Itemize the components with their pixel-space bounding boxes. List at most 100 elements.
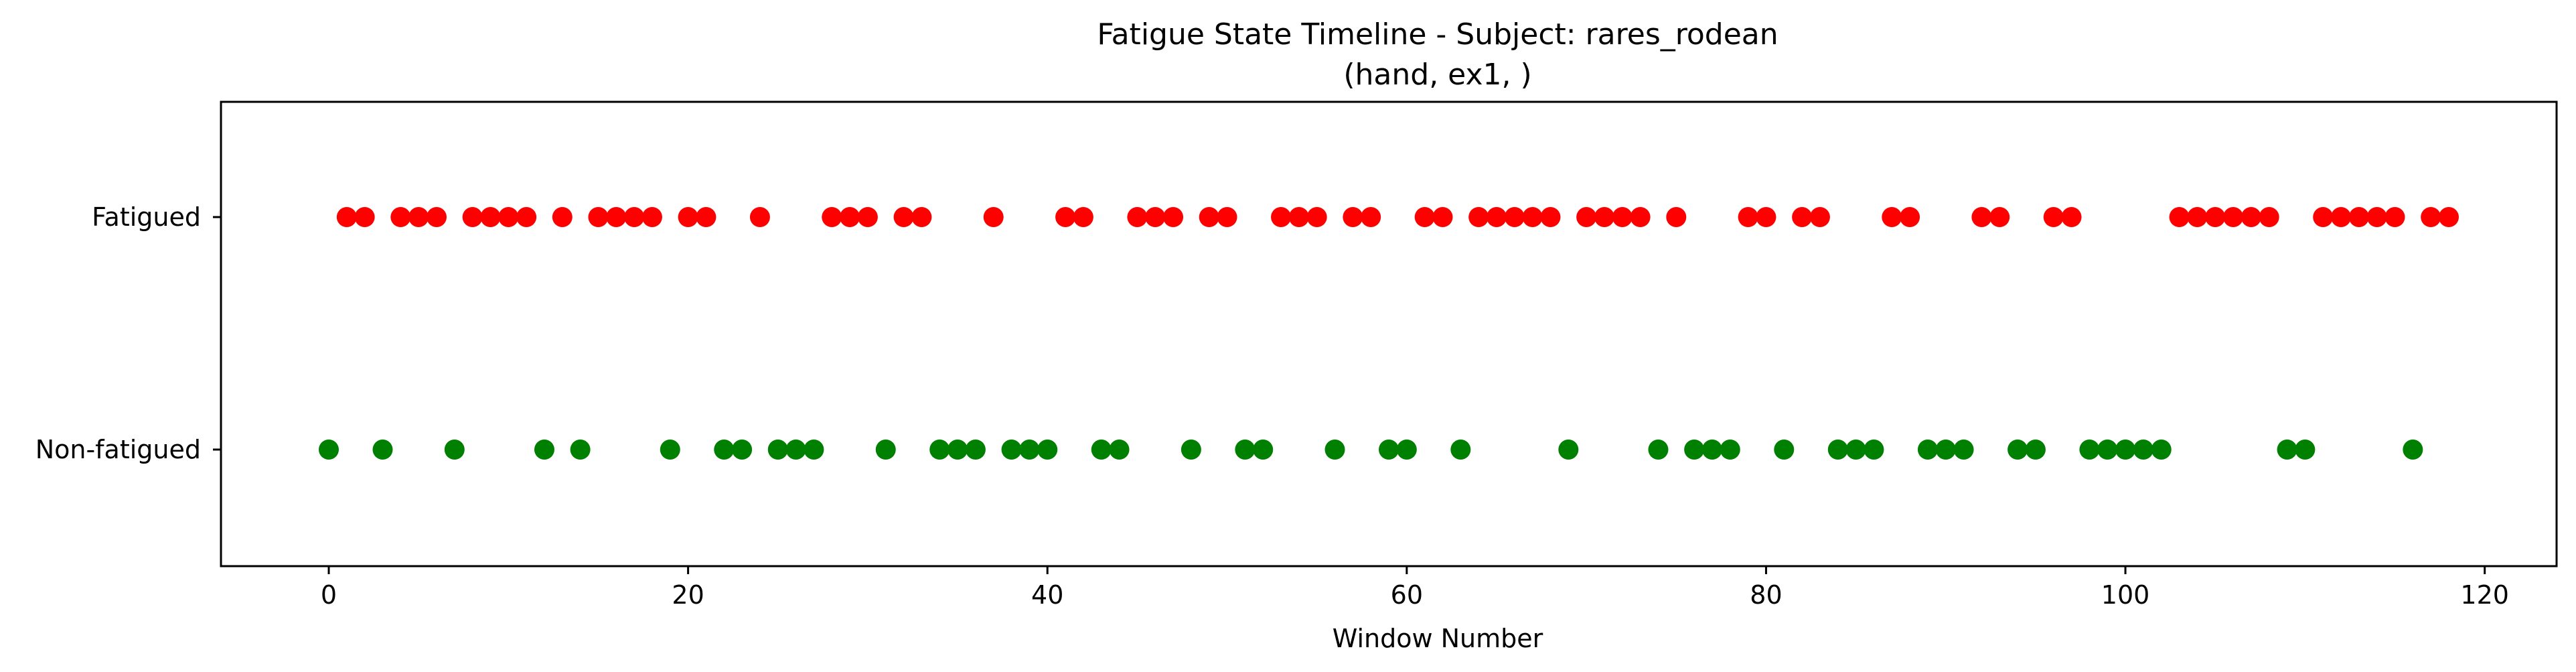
- non-fatigued-point-41: [2079, 440, 2100, 460]
- non-fatigued-point-21: [1235, 440, 1256, 460]
- fatigued-point-50: [1809, 207, 1830, 227]
- fatigued-point-9: [552, 207, 573, 227]
- fatigued-point-2: [390, 207, 411, 227]
- non-fatigued-point-32: [1774, 440, 1795, 460]
- chart-title: Fatigue State Timeline - Subject: rares_…: [1097, 17, 1778, 52]
- non-fatigued-point-18: [1091, 440, 1112, 460]
- fatigued-point-53: [1971, 207, 1992, 227]
- fatigued-point-57: [2169, 207, 2190, 227]
- fatigued-point-58: [2187, 207, 2208, 227]
- fatigued-point-5: [462, 207, 483, 227]
- fatigued-point-33: [1343, 207, 1363, 227]
- fatigued-point-19: [857, 207, 878, 227]
- y-axis-ticks: Non-fatigued Fatigued: [35, 202, 221, 464]
- fatigued-point-3: [408, 207, 429, 227]
- fatigued-point-54: [1989, 207, 2010, 227]
- fatigued-point-46: [1666, 207, 1687, 227]
- fatigued-point-1: [354, 207, 375, 227]
- fatigued-point-45: [1630, 207, 1651, 227]
- non-fatigued-point-24: [1379, 440, 1399, 460]
- fatigued-point-16: [749, 207, 770, 227]
- fatigued-point-30: [1271, 207, 1292, 227]
- non-fatigued-point-30: [1701, 440, 1722, 460]
- fatigued-point-26: [1145, 207, 1166, 227]
- non-fatigued-point-0: [318, 440, 339, 460]
- non-fatigued-point-35: [1864, 440, 1884, 460]
- non-fatigued-point-47: [2295, 440, 2316, 460]
- y-tick-label-non-fatigued: Non-fatigued: [35, 435, 201, 464]
- fatigued-point-23: [1055, 207, 1076, 227]
- fatigued-point-21: [911, 207, 932, 227]
- fatigued-point-61: [2241, 207, 2261, 227]
- non-fatigued-point-46: [2277, 440, 2297, 460]
- non-fatigued-point-39: [2007, 440, 2028, 460]
- fatigued-point-6: [480, 207, 501, 227]
- x-tick-label-0: 0: [321, 580, 337, 610]
- non-fatigued-point-23: [1324, 440, 1345, 460]
- x-tick-label-120: 120: [2460, 580, 2509, 610]
- fatigued-point-31: [1288, 207, 1309, 227]
- non-fatigued-point-48: [2403, 440, 2423, 460]
- fatigued-point-36: [1432, 207, 1453, 227]
- fatigued-point-40: [1522, 207, 1543, 227]
- fatigued-point-14: [678, 207, 698, 227]
- fatigued-point-44: [1612, 207, 1633, 227]
- fatigued-point-28: [1199, 207, 1219, 227]
- fatigued-point-22: [983, 207, 1004, 227]
- non-fatigued-point-6: [714, 440, 735, 460]
- non-fatigued-point-22: [1253, 440, 1274, 460]
- fatigued-point-48: [1756, 207, 1776, 227]
- fatigued-point-63: [2313, 207, 2334, 227]
- plot-frame: [220, 100, 2558, 567]
- fatigued-point-41: [1540, 207, 1561, 227]
- fatigued-point-11: [606, 207, 627, 227]
- fatigued-point-42: [1576, 207, 1597, 227]
- fatigued-point-12: [624, 207, 645, 227]
- x-tick-label-80: 80: [1750, 580, 1782, 610]
- non-fatigued-point-14: [965, 440, 986, 460]
- non-fatigued-point-44: [2133, 440, 2153, 460]
- non-fatigued-point-5: [660, 440, 680, 460]
- non-fatigued-point-43: [2115, 440, 2136, 460]
- non-fatigued-point-29: [1684, 440, 1705, 460]
- fatigued-point-20: [893, 207, 914, 227]
- non-fatigued-point-12: [929, 440, 950, 460]
- fatigued-point-4: [426, 207, 447, 227]
- non-fatigued-point-33: [1827, 440, 1848, 460]
- non-fatigued-point-26: [1450, 440, 1471, 460]
- fatigued-point-15: [696, 207, 716, 227]
- fatigued-point-10: [588, 207, 609, 227]
- fatigued-point-60: [2223, 207, 2244, 227]
- non-fatigued-point-40: [2025, 440, 2046, 460]
- fatigued-point-25: [1127, 207, 1148, 227]
- non-fatigued-point-7: [732, 440, 753, 460]
- fatigued-point-56: [2061, 207, 2082, 227]
- fatigued-point-52: [1900, 207, 1920, 227]
- fatigued-point-13: [641, 207, 662, 227]
- fatigued-point-18: [840, 207, 860, 227]
- fatigued-point-49: [1792, 207, 1813, 227]
- chart-subtitle: (hand, ex1, ): [1343, 58, 1531, 92]
- fatigued-point-39: [1504, 207, 1525, 227]
- non-fatigued-point-9: [785, 440, 806, 460]
- non-fatigued-point-20: [1181, 440, 1201, 460]
- fatigued-point-47: [1738, 207, 1758, 227]
- non-fatigued-point-28: [1648, 440, 1669, 460]
- fatigued-point-68: [2421, 207, 2441, 227]
- fatigued-point-17: [822, 207, 842, 227]
- non-fatigued-point-10: [804, 440, 824, 460]
- fatigued-point-27: [1163, 207, 1184, 227]
- non-fatigued-point-45: [2151, 440, 2172, 460]
- non-fatigued-point-27: [1558, 440, 1579, 460]
- fatigued-point-69: [2439, 207, 2459, 227]
- fatigued-point-43: [1594, 207, 1614, 227]
- non-fatigued-point-17: [1037, 440, 1058, 460]
- non-fatigued-point-34: [1845, 440, 1866, 460]
- fatigued-point-64: [2331, 207, 2352, 227]
- fatigued-point-24: [1073, 207, 1093, 227]
- fatigued-point-32: [1306, 207, 1327, 227]
- fatigued-point-34: [1361, 207, 1381, 227]
- x-tick-label-20: 20: [672, 580, 704, 610]
- x-tick-label-40: 40: [1031, 580, 1063, 610]
